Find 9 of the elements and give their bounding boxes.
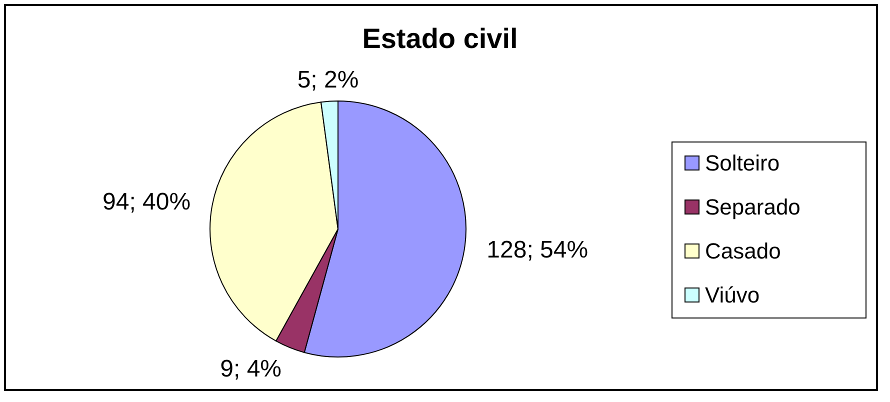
data-label: 94; 40% — [102, 188, 191, 216]
legend-label: Separado — [705, 194, 800, 220]
legend-label: Solteiro — [705, 150, 780, 176]
data-label: 5; 2% — [297, 66, 359, 94]
data-label: 9; 4% — [220, 355, 282, 382]
legend-label: Viúvo — [705, 282, 760, 308]
data-label: 128; 54% — [486, 236, 588, 264]
legend-label: Casado — [705, 238, 781, 264]
chart-title: Estado civil — [362, 23, 518, 54]
